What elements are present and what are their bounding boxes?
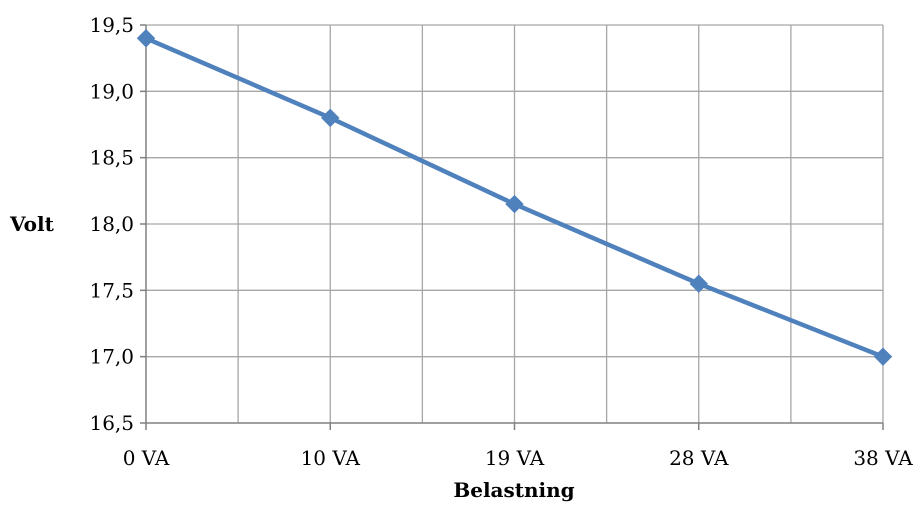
data-point-marker xyxy=(136,29,156,48)
chart-series xyxy=(136,29,893,366)
y-tick-label: 19,0 xyxy=(89,79,134,103)
y-tick-label: 19,5 xyxy=(89,13,134,37)
y-tick-label: 17,5 xyxy=(89,278,134,302)
x-tick-labels: 0 VA 10 VA 19 VA 28 VA 38 VA xyxy=(123,446,914,470)
y-tick-label: 17,0 xyxy=(89,345,134,369)
x-tick-label: 0 VA xyxy=(123,446,170,470)
x-tick-label: 10 VA xyxy=(301,446,361,470)
data-point-marker xyxy=(321,108,340,128)
data-point-marker xyxy=(689,274,708,293)
chart-axes xyxy=(140,24,884,430)
x-axis-title: Belastning xyxy=(453,478,574,502)
x-tick-label: 28 VA xyxy=(669,446,729,470)
x-tick-label: 38 VA xyxy=(853,446,913,470)
data-point-marker xyxy=(505,194,524,214)
y-axis-title: Volt xyxy=(9,212,55,236)
y-tick-label: 18,0 xyxy=(89,212,134,236)
y-tick-label: 18,5 xyxy=(89,146,134,170)
x-tick-label: 19 VA xyxy=(485,446,545,470)
data-point-marker xyxy=(873,347,893,366)
y-tick-label: 16,5 xyxy=(89,411,134,435)
y-tick-labels: 16,5 17,0 17,5 18,0 18,5 19,0 19,5 xyxy=(89,13,134,435)
